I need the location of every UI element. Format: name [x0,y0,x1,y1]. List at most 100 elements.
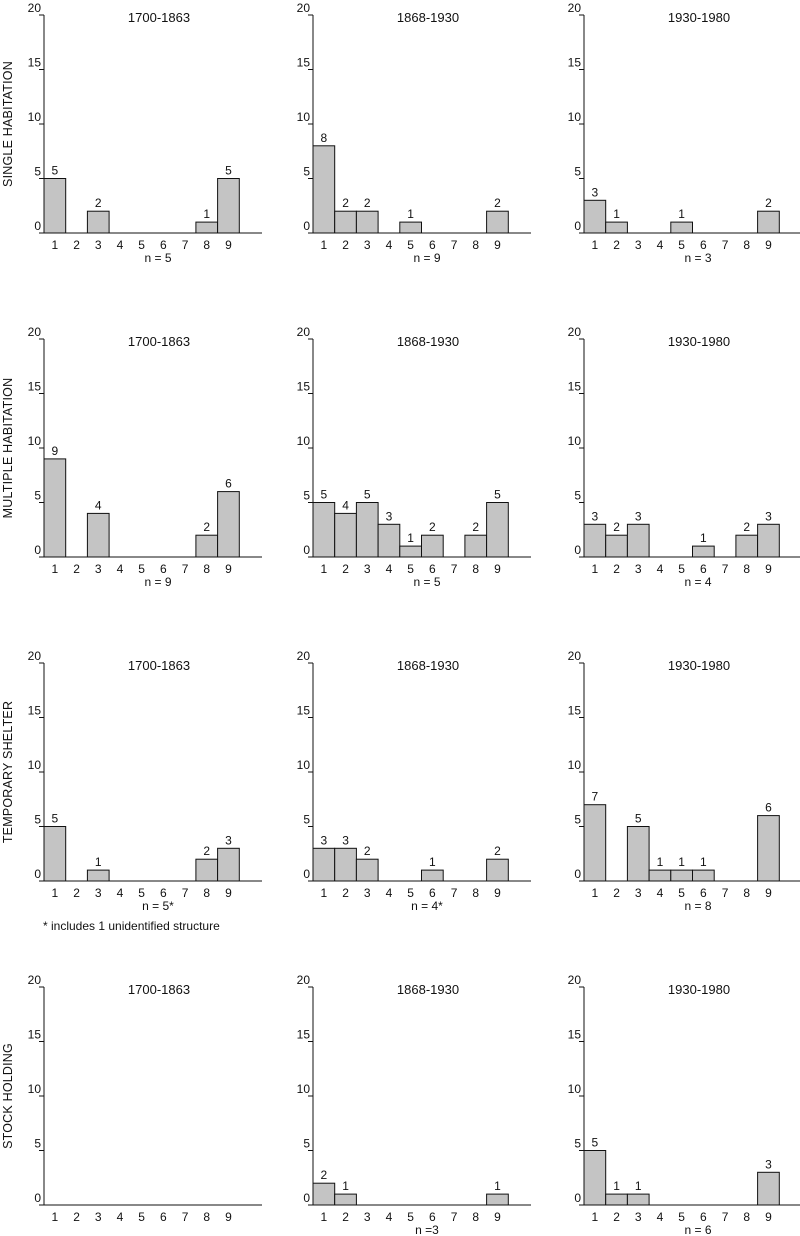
x-tick-label: 5 [138,886,145,900]
x-tick-label: 3 [95,886,102,900]
x-tick-label: 3 [635,1210,642,1224]
bar-9 [757,523,780,558]
x-tick-label: 2 [342,1210,349,1224]
x-tick-label: 8 [203,1210,210,1224]
bar-5 [670,869,693,882]
x-tick-label: 9 [765,238,772,252]
y-tick-label: 15 [568,704,582,718]
x-tick-label: 6 [160,886,167,900]
x-tick-label: 6 [160,238,167,252]
x-tick-label: 6 [429,886,436,900]
y-tick-label: 10 [297,110,311,124]
bar-3 [626,1193,650,1206]
data-label-1: 5 [52,164,59,178]
x-tick-label: 8 [743,562,750,576]
x-tick-label: 1 [592,1210,599,1224]
x-tick-label: 6 [700,238,707,252]
n-label: n = 8 [684,899,711,913]
data-label-1: 8 [321,131,328,145]
bar-5 [670,221,693,234]
data-label-4: 1 [657,855,664,869]
panel-title: 1868-1930 [397,658,459,673]
bar-1 [312,502,336,558]
x-tick-label: 2 [73,562,80,576]
x-tick-label: 3 [635,886,642,900]
y-tick-label: 5 [303,813,310,827]
x-tick-label: 6 [700,1210,707,1224]
x-tick-label: 5 [407,1210,414,1224]
x-tick-label: 7 [722,886,729,900]
x-tick-label: 9 [494,238,501,252]
x-tick-label: 1 [52,562,59,576]
footnote: * includes 1 unidentified structure [43,919,220,933]
bar-3 [86,512,110,558]
x-tick-label: 9 [765,886,772,900]
data-label-3: 1 [95,855,102,869]
panel-title: 1700-1863 [128,334,190,349]
data-label-2: 2 [342,196,349,210]
x-tick-label: 9 [225,562,232,576]
x-tick-label: 2 [73,1210,80,1224]
bar-6 [421,869,444,882]
bar-9 [486,858,509,882]
data-label-9: 6 [765,801,772,815]
y-tick-label: 0 [303,543,310,557]
data-label-2: 1 [342,1179,349,1193]
y-tick-label: 10 [28,110,42,124]
y-tick-label: 15 [297,380,311,394]
data-label-1: 3 [592,509,599,523]
bar-6 [692,545,715,558]
bar-3 [355,210,379,234]
x-tick-label: 2 [613,1210,620,1224]
y-tick-label: 10 [297,1082,311,1096]
y-tick-label: 20 [568,973,582,987]
y-tick-label: 5 [574,1137,581,1151]
x-tick-label: 5 [138,238,145,252]
x-tick-label: 6 [429,562,436,576]
x-tick-label: 8 [472,1210,479,1224]
n-label: n =3 [415,1223,439,1236]
data-label-9: 6 [225,477,232,491]
bar-1 [43,178,67,234]
x-tick-label: 4 [386,238,393,252]
y-tick-label: 10 [568,434,582,448]
y-tick-label: 10 [568,110,582,124]
n-label: n = 4 [684,575,711,589]
data-label-6: 1 [700,855,707,869]
data-label-1: 2 [321,1168,328,1182]
data-label-5: 1 [678,207,685,221]
x-tick-label: 4 [117,886,124,900]
y-tick-label: 10 [297,758,311,772]
bar-8 [735,534,759,558]
x-tick-label: 8 [203,886,210,900]
x-tick-label: 7 [451,562,458,576]
n-label: n = 5 [144,251,171,265]
y-tick-label: 5 [303,1137,310,1151]
x-tick-label: 8 [472,562,479,576]
x-tick-label: 5 [407,886,414,900]
y-tick-label: 10 [28,758,42,772]
bar-6 [421,534,444,558]
x-tick-label: 4 [657,238,664,252]
n-label: n = 4* [411,899,443,913]
y-tick-label: 15 [28,380,42,394]
n-label: n = 5* [142,899,174,913]
x-tick-label: 5 [678,1210,685,1224]
data-label-2: 3 [342,833,349,847]
x-tick-label: 3 [95,1210,102,1224]
y-tick-label: 0 [574,867,581,881]
x-tick-label: 4 [657,1210,664,1224]
data-label-3: 5 [635,812,642,826]
x-tick-label: 9 [494,562,501,576]
bar-4 [377,523,401,558]
bar-1 [312,847,336,882]
data-label-9: 3 [765,509,772,523]
y-tick-label: 5 [34,165,41,179]
y-tick-label: 0 [34,543,41,557]
y-tick-label: 0 [34,1191,41,1205]
